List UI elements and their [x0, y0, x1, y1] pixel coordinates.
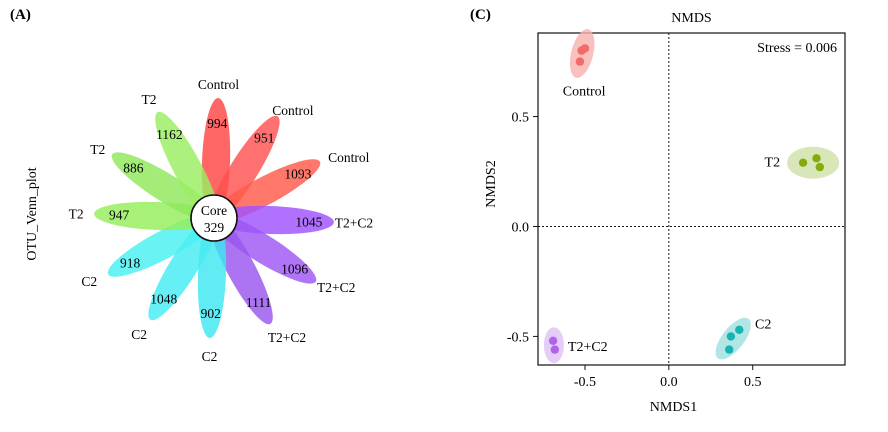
stress-annotation: Stress = 0.006 — [757, 41, 837, 56]
y-tick-label: -0.5 — [507, 330, 529, 345]
venn-petal-count: 1048 — [150, 292, 177, 307]
scatter-point — [812, 154, 821, 163]
venn-core-label: Core — [201, 203, 227, 218]
venn-petal-group-label: T2+C2 — [268, 330, 306, 345]
scatter-point — [580, 44, 590, 53]
venn-y-label: OTU_Venn_plot — [25, 167, 40, 260]
venn-petal-group-label: T2 — [142, 92, 157, 107]
y-tick-label: 0.5 — [512, 111, 530, 126]
x-axis-title: NMDS1 — [650, 400, 697, 415]
venn-core-value: 329 — [204, 220, 225, 235]
series-label: T2+C2 — [568, 340, 608, 355]
venn-petal-count: 918 — [120, 256, 141, 271]
venn-petal-count: 1096 — [281, 261, 308, 276]
venn-flower-plot: 994 Control 951 Control 1093 Control 1045 T2+C2… — [69, 77, 373, 364]
venn-petal-count: 1093 — [284, 166, 311, 181]
scatter-point — [725, 345, 734, 354]
venn-petal-count: 1162 — [156, 127, 183, 142]
venn-petal-count: 902 — [201, 306, 221, 321]
venn-petal-group-label: Control — [328, 150, 370, 165]
venn-petal-group-label: T2 — [90, 142, 105, 157]
x-tick-label: 0.5 — [744, 375, 762, 390]
venn-petal-count: 951 — [254, 130, 274, 145]
venn-core-circle — [190, 194, 238, 242]
series-label: C2 — [755, 318, 771, 333]
series-label: Control — [563, 85, 606, 100]
venn-petal-count: 1111 — [246, 295, 272, 310]
venn-petal-group-label: C2 — [131, 327, 147, 342]
scatter-point — [550, 345, 559, 354]
panel-label-c: (C) — [470, 7, 491, 23]
venn-petal-group-label: T2+C2 — [335, 216, 373, 231]
group-ellipse — [787, 146, 840, 179]
venn-petal-group-label: Control — [198, 77, 240, 92]
scatter-point — [815, 162, 824, 172]
venn-petal-group-label: T2+C2 — [317, 280, 355, 295]
y-axis-title: NMDS2 — [484, 160, 499, 207]
venn-petal-count: 947 — [109, 208, 130, 223]
venn-petal-count: 1045 — [295, 214, 322, 229]
scatter-point — [548, 336, 558, 345]
venn-petal-group-label: C2 — [202, 349, 218, 364]
x-tick-label: -0.5 — [574, 375, 596, 390]
scatter-point — [726, 332, 736, 341]
scatter-point — [735, 325, 744, 334]
scatter-point — [575, 57, 585, 66]
venn-petal-group-label: T2 — [69, 207, 84, 222]
panel-label-a: (A) — [10, 7, 31, 23]
nmds-scatter-plot: NMDS -0.5 0.0 0.5 -0.5 0.0 0.5 NMDS1 NMDS2 Stress… — [484, 11, 846, 415]
x-tick-label: 0.0 — [660, 375, 678, 390]
chart-title: NMDS — [671, 11, 711, 26]
series-label: T2 — [765, 156, 781, 171]
venn-petal-count: 994 — [207, 116, 228, 131]
plot-frame — [537, 32, 846, 366]
group-ellipse — [543, 327, 564, 364]
venn-petal-group-label: C2 — [81, 274, 97, 289]
venn-petal-group-label: Control — [272, 103, 314, 118]
y-tick-label: 0.0 — [512, 220, 530, 235]
scatter-point — [798, 158, 808, 167]
venn-petal-count: 886 — [123, 161, 144, 176]
